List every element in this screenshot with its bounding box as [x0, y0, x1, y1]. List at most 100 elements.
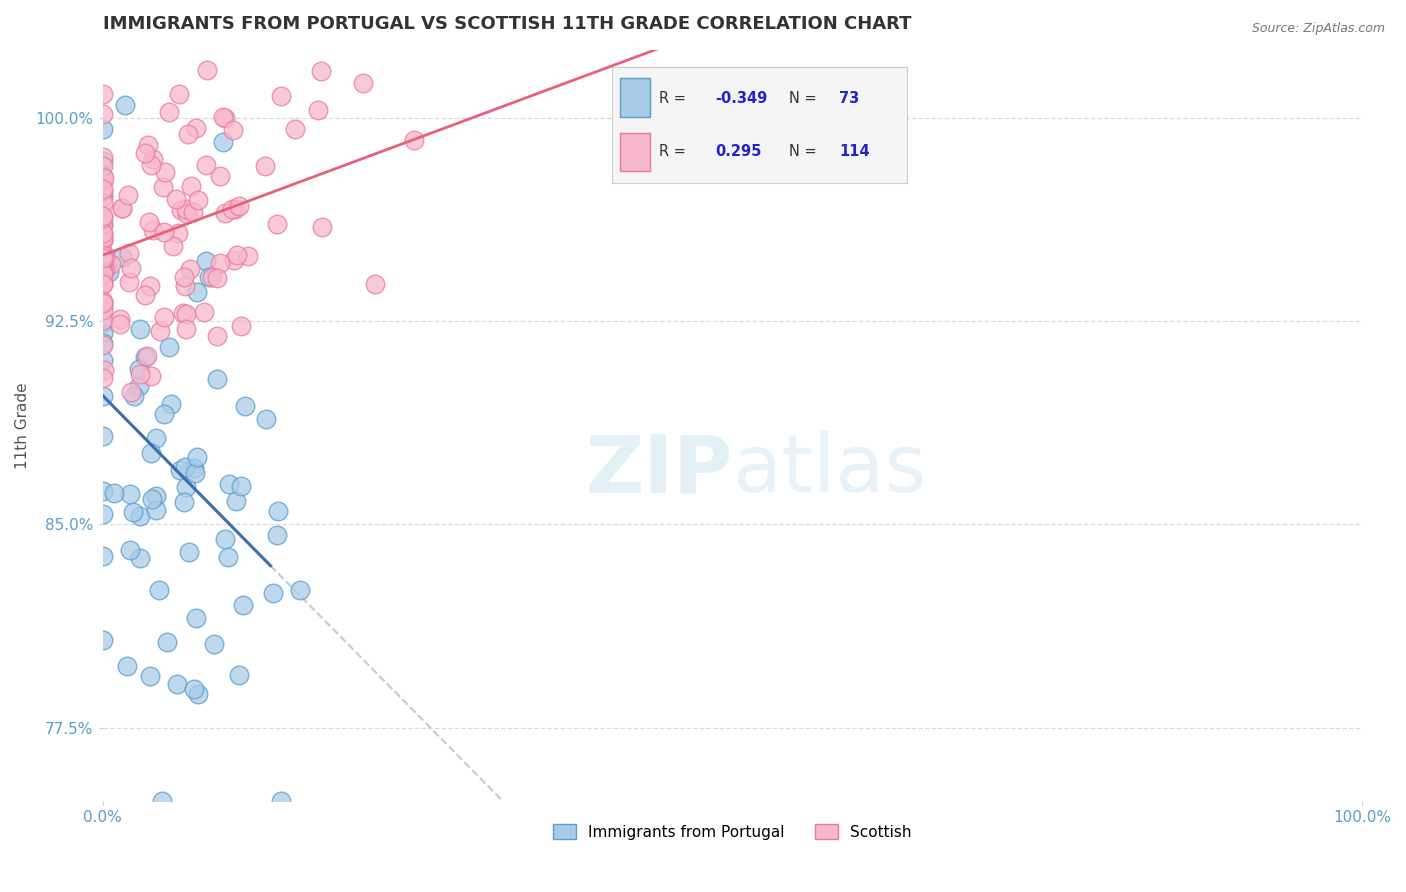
Point — [91, 277, 114, 292]
Point — [222, 122, 245, 136]
Point — [122, 389, 145, 403]
Point — [404, 133, 426, 147]
Point — [91, 190, 114, 204]
Point — [193, 305, 215, 319]
Point — [152, 179, 174, 194]
Point — [180, 179, 202, 194]
Point — [134, 145, 156, 160]
Point — [91, 263, 114, 277]
Point — [91, 121, 114, 136]
Point — [231, 479, 253, 493]
Text: R =: R = — [659, 91, 686, 106]
Point — [184, 466, 207, 480]
Point — [167, 226, 190, 240]
Point — [165, 192, 187, 206]
Point — [136, 349, 159, 363]
Point — [232, 598, 254, 612]
Point — [91, 159, 114, 173]
Point — [91, 227, 114, 241]
Point — [270, 794, 292, 808]
Point — [173, 279, 195, 293]
Point — [120, 486, 142, 500]
Point — [217, 549, 239, 564]
Point — [226, 248, 249, 262]
Point — [169, 463, 191, 477]
Point — [214, 112, 236, 126]
Point — [111, 250, 134, 264]
Point — [186, 120, 208, 135]
Point — [91, 313, 114, 327]
Point — [110, 201, 132, 215]
Point — [139, 279, 162, 293]
Point — [157, 105, 180, 120]
Point — [118, 245, 141, 260]
Point — [181, 205, 204, 219]
Point — [214, 532, 236, 546]
Point — [91, 338, 114, 352]
Point — [122, 505, 145, 519]
Point — [91, 175, 114, 189]
Point — [120, 542, 142, 557]
Point — [179, 261, 201, 276]
Point — [167, 87, 190, 102]
Point — [91, 150, 114, 164]
Point — [284, 122, 307, 136]
Text: ZIP: ZIP — [585, 432, 733, 509]
Point — [91, 211, 114, 226]
Point — [205, 372, 228, 386]
Point — [177, 545, 200, 559]
Point — [138, 215, 160, 229]
Point — [183, 460, 205, 475]
Point — [150, 794, 173, 808]
Point — [139, 158, 162, 172]
Point — [91, 87, 114, 102]
Point — [198, 269, 221, 284]
Point — [195, 254, 218, 268]
Point — [153, 407, 176, 421]
Point — [153, 226, 176, 240]
Point — [186, 285, 208, 299]
Text: -0.349: -0.349 — [716, 91, 768, 106]
Point — [134, 350, 156, 364]
Point — [224, 253, 246, 268]
Point — [267, 504, 290, 518]
Point — [97, 265, 120, 279]
Point — [187, 687, 209, 701]
Point — [288, 583, 311, 598]
Point — [148, 582, 170, 597]
Point — [91, 247, 114, 261]
Point — [129, 321, 152, 335]
Point — [91, 254, 114, 268]
Point — [208, 169, 231, 184]
Point — [205, 271, 228, 285]
Point — [134, 287, 156, 301]
Point — [91, 181, 114, 195]
Point — [364, 277, 387, 291]
Text: N =: N = — [789, 91, 817, 106]
Point — [221, 202, 243, 216]
Point — [91, 195, 114, 210]
Point — [91, 335, 114, 350]
Point — [91, 246, 114, 260]
Point — [311, 220, 333, 235]
Point — [266, 528, 288, 542]
Point — [120, 384, 142, 399]
Point — [172, 306, 194, 320]
Text: 73: 73 — [839, 91, 859, 106]
Point — [209, 256, 232, 270]
Point — [160, 397, 183, 411]
Point — [128, 361, 150, 376]
Point — [205, 329, 228, 343]
Point — [309, 64, 332, 78]
Point — [141, 153, 163, 167]
Point — [254, 159, 277, 173]
Point — [139, 369, 162, 384]
Point — [91, 267, 114, 281]
Point — [186, 450, 208, 465]
Point — [118, 275, 141, 289]
Point — [128, 508, 150, 523]
Point — [262, 586, 284, 600]
Point — [91, 264, 114, 278]
Point — [91, 293, 114, 308]
Point — [108, 318, 131, 332]
